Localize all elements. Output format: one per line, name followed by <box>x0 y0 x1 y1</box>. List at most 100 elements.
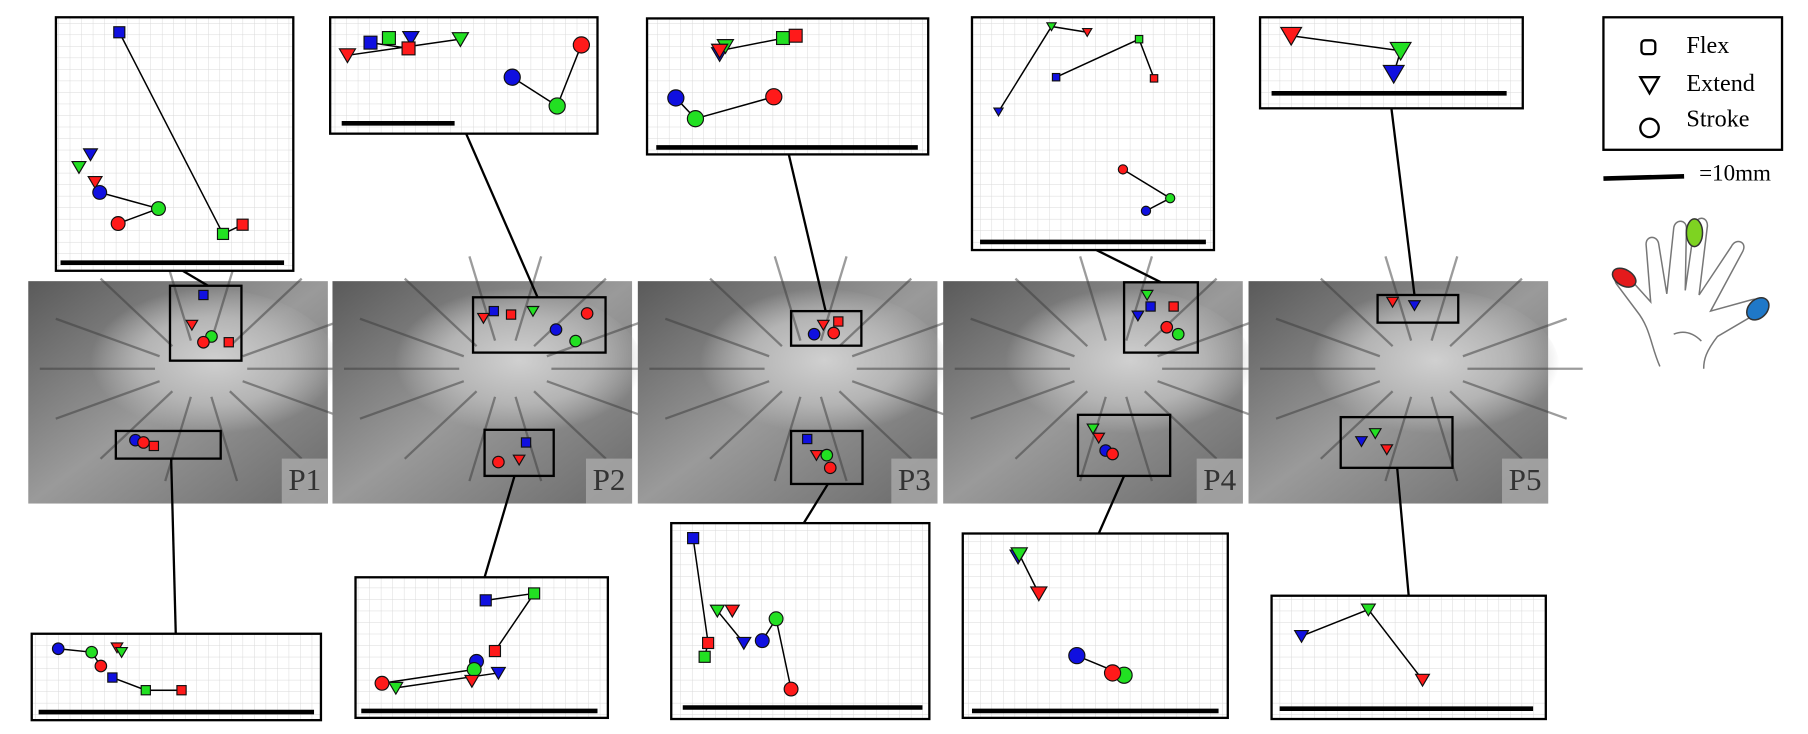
flex-marker <box>216 227 230 241</box>
flex-marker <box>1051 72 1061 82</box>
flex-marker <box>236 218 249 231</box>
folia <box>773 256 802 341</box>
flex-marker <box>176 685 187 696</box>
marker-link <box>395 672 499 689</box>
stroke-marker <box>150 201 166 217</box>
roi-box <box>168 284 243 362</box>
hand-icon <box>1611 217 1770 369</box>
flex-marker <box>1168 301 1179 312</box>
extend-marker <box>512 454 526 467</box>
connector <box>1396 467 1410 596</box>
folia <box>1079 256 1107 341</box>
folia <box>546 317 652 358</box>
connector <box>1390 108 1416 296</box>
extend-marker <box>114 647 129 659</box>
stroke-marker <box>827 326 841 340</box>
white-matter <box>367 288 644 450</box>
stroke-marker <box>1164 193 1176 204</box>
folia <box>533 277 607 348</box>
scale-label: =10mm <box>1699 159 1771 185</box>
stroke-marker <box>110 216 126 232</box>
connector <box>802 483 829 524</box>
extend-marker <box>490 666 507 681</box>
flex-marker <box>140 685 151 696</box>
panel-label: P5 <box>1509 462 1542 497</box>
zoom-grid <box>1270 594 1547 721</box>
extend-marker <box>1086 423 1100 435</box>
marker-link <box>381 668 475 685</box>
flex-marker <box>488 305 499 317</box>
flex-marker <box>687 532 700 545</box>
roi-box <box>1339 415 1454 469</box>
stroke-marker <box>466 661 482 677</box>
stroke-marker <box>197 335 210 349</box>
stroke-marker <box>1171 327 1185 341</box>
zoom-grid <box>54 16 295 272</box>
extend-marker <box>1293 629 1310 644</box>
extend-marker <box>816 319 831 332</box>
extend-marker <box>1354 436 1369 448</box>
folia <box>210 396 239 482</box>
folia <box>1014 277 1089 348</box>
flex-marker <box>363 35 378 50</box>
stroke-marker <box>823 461 837 475</box>
extend-marker <box>724 604 741 619</box>
extend-marker <box>401 30 420 47</box>
connector <box>483 475 516 578</box>
folia <box>1320 390 1394 460</box>
stroke-marker <box>572 36 591 54</box>
folia <box>1143 390 1218 460</box>
extend-marker <box>451 32 470 48</box>
folia <box>664 380 770 420</box>
folia <box>851 317 957 358</box>
flex-marker <box>775 30 791 46</box>
stroke-marker <box>1106 447 1119 461</box>
extend-marker <box>1389 41 1413 62</box>
extend-marker <box>709 604 726 619</box>
folia <box>99 277 174 348</box>
flex-marker <box>381 30 396 46</box>
folia <box>1125 256 1154 341</box>
extend-marker <box>1414 673 1431 688</box>
white-matter <box>62 288 340 450</box>
connector <box>170 458 177 634</box>
folia <box>546 380 652 420</box>
stroke-marker <box>92 184 108 200</box>
flex-marker <box>107 672 118 683</box>
panel-label: P1 <box>288 462 321 497</box>
extend-marker <box>463 674 480 689</box>
flex-marker <box>1149 74 1159 83</box>
stroke-marker <box>94 659 108 673</box>
roi-box <box>471 296 607 354</box>
panel-label: P4 <box>1203 462 1236 497</box>
flex-marker <box>148 440 160 452</box>
stroke-marker <box>807 327 821 341</box>
extend-marker <box>387 681 404 696</box>
panel-label: P2 <box>593 462 626 497</box>
folia <box>838 277 913 348</box>
folia <box>851 380 957 420</box>
legend-square <box>1640 39 1657 56</box>
folia <box>819 396 848 482</box>
folia <box>403 390 478 460</box>
label-bg <box>1502 458 1549 504</box>
extend-marker <box>87 175 104 190</box>
flex-marker <box>833 316 844 327</box>
stroke-marker <box>51 642 65 656</box>
folia <box>1014 390 1089 460</box>
label-bg <box>1196 458 1243 504</box>
stroke-marker <box>1140 205 1152 217</box>
folia <box>359 317 465 358</box>
folia <box>229 390 303 460</box>
folia <box>468 256 497 341</box>
folia <box>1079 396 1107 482</box>
stroke-marker <box>754 633 770 649</box>
white-matter <box>977 288 1255 450</box>
extend-marker <box>992 107 1005 118</box>
flex-marker <box>505 309 517 320</box>
zoom-grid <box>30 632 323 722</box>
folia <box>403 277 478 348</box>
stroke-marker <box>374 675 390 691</box>
legend-box <box>1602 16 1784 151</box>
